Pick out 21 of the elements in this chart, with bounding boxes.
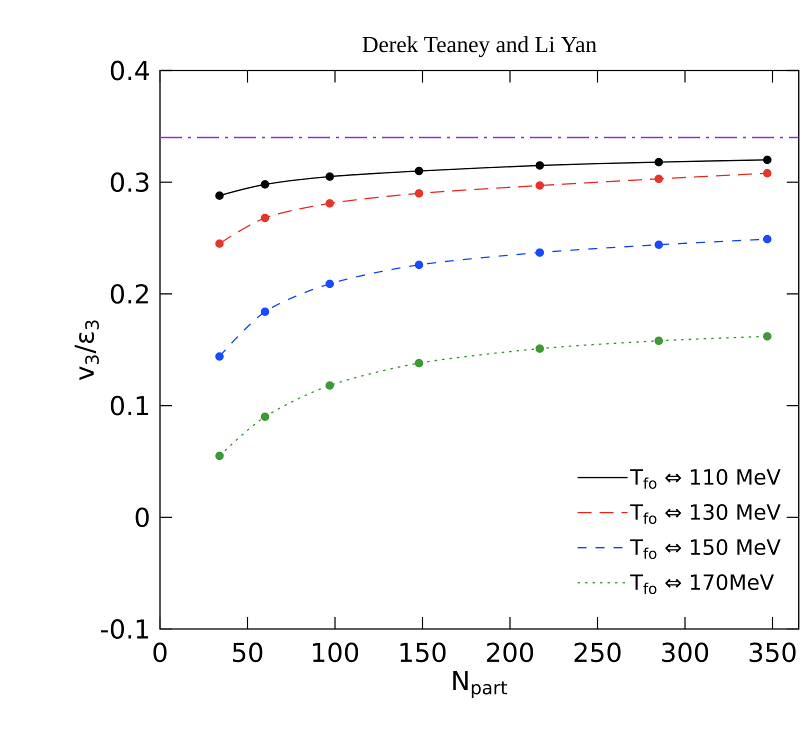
y-tick-label: -0.1: [101, 619, 148, 639]
legend-label: T$_{fo}$ ⇔ 150 MeV: [630, 539, 781, 559]
legend-label: T$_{fo}$ ⇔ 110 MeV: [630, 469, 781, 489]
x-tick-label: 350: [750, 642, 796, 662]
x-tick-label: 0: [153, 642, 167, 662]
x-tick-label: 250: [574, 642, 621, 662]
y-axis-title: v$_{3}$/ε$_{3}$: [74, 320, 99, 380]
x-tick-label: 300: [662, 642, 708, 662]
x-tick-label: 50: [232, 642, 262, 662]
y-tick-label: 0: [136, 507, 149, 528]
chart-title: Derek Teaney and Li Yan: [362, 36, 597, 57]
legend-label: T$_{fo}$ ⇔ 130 MeV: [630, 504, 781, 524]
x-tick-label: 150: [400, 642, 446, 662]
y-tick-label: 0.1: [110, 396, 148, 416]
x-tick-label: 200: [487, 642, 534, 662]
legend-label: T$_{fo}$ ⇔ 170MeV: [630, 574, 774, 594]
x-tick-label: 100: [313, 642, 358, 662]
y-tick-label: 0.3: [110, 172, 148, 192]
y-tick-label: 0.2: [110, 284, 148, 304]
x-axis-title: N$_{part}$: [453, 671, 508, 698]
y-tick-label: 0.4: [110, 60, 150, 80]
